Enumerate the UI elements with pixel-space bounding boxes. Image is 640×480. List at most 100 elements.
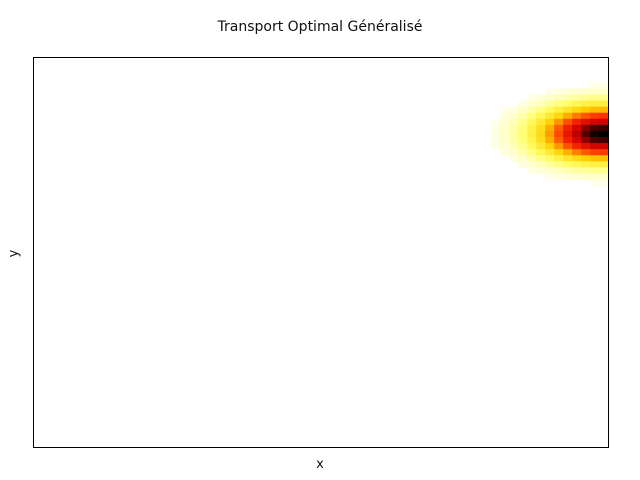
- heatmap-cell: [599, 118, 608, 126]
- heatmap-cell: [554, 173, 564, 181]
- heatmap-cell: [581, 100, 591, 108]
- heatmap-cell: [554, 118, 564, 126]
- heatmap-cell: [500, 118, 510, 126]
- heatmap-cell: [563, 137, 573, 144]
- heatmap-cell: [527, 124, 537, 132]
- heatmap-cell: [590, 161, 600, 169]
- heatmap-cell: [572, 112, 582, 120]
- heatmap-cell: [554, 130, 564, 138]
- heatmap-cell: [554, 88, 564, 96]
- heatmap-cell: [563, 167, 573, 175]
- heatmap-cell: [527, 149, 537, 156]
- heatmap-cell: [518, 124, 528, 132]
- heatmap-cell: [500, 143, 510, 150]
- heatmap-cell: [545, 130, 555, 138]
- heatmap-cell: [563, 124, 573, 132]
- heatmap-cell: [554, 100, 564, 108]
- heatmap-cell: [581, 106, 591, 114]
- heatmap-cell: [581, 137, 591, 144]
- heatmap-cell: [581, 88, 591, 96]
- heatmap-cell: [491, 130, 501, 138]
- heatmap-cell: [590, 167, 600, 175]
- heatmap-cell: [599, 173, 608, 181]
- heatmap-cell: [554, 112, 564, 120]
- heatmap-cell: [599, 143, 608, 150]
- heatmap-cell: [491, 124, 501, 132]
- heatmap-cell: [590, 94, 600, 102]
- heatmap-cell: [563, 161, 573, 169]
- heatmap-cell: [527, 100, 537, 108]
- heatmap-cell: [545, 143, 555, 150]
- plot-area: [33, 57, 609, 448]
- heatmap-cell: [581, 94, 591, 102]
- heatmap-cell: [509, 118, 519, 126]
- heatmap-cell: [545, 124, 555, 132]
- heatmap-cell: [581, 173, 591, 181]
- heatmap-cell: [536, 100, 546, 108]
- heatmap-cell: [563, 143, 573, 150]
- heatmap-cell: [545, 118, 555, 126]
- heatmap-cell: [527, 155, 537, 162]
- heatmap-cell: [572, 167, 582, 175]
- heatmap-cell: [509, 149, 519, 156]
- heatmap-cell: [563, 106, 573, 114]
- heatmap-cell: [581, 143, 591, 150]
- heatmap-svg: [34, 58, 608, 447]
- heatmap-cell: [500, 124, 510, 132]
- heatmap-cell: [536, 94, 546, 102]
- heatmap-cell: [590, 143, 600, 150]
- heatmap-cell: [518, 118, 528, 126]
- heatmap-cell: [554, 106, 564, 114]
- heatmap-cell: [545, 106, 555, 114]
- heatmap-cell: [500, 106, 510, 114]
- heatmap-cell: [518, 143, 528, 150]
- heatmap-cell: [581, 112, 591, 120]
- heatmap-cell: [509, 155, 519, 162]
- heatmap-cell: [500, 149, 510, 156]
- heatmap-cell: [563, 100, 573, 108]
- heatmap-cell: [581, 161, 591, 169]
- heatmap-cell: [572, 173, 582, 181]
- heatmap-cell: [599, 82, 608, 89]
- heatmap-cell: [599, 100, 608, 108]
- heatmap-cell: [545, 161, 555, 169]
- heatmap-cell: [491, 137, 501, 144]
- heatmap-cell: [599, 106, 608, 114]
- heatmap-cell: [500, 137, 510, 144]
- heatmap-cell: [563, 173, 573, 181]
- heatmap-cell: [590, 173, 600, 181]
- heatmap-cell: [572, 106, 582, 114]
- heatmap-cell: [536, 118, 546, 126]
- heatmap-cell: [518, 100, 528, 108]
- heatmap-cell: [554, 155, 564, 162]
- heatmap-cell: [581, 167, 591, 175]
- heatmap-cell: [527, 167, 537, 175]
- heatmap-cell: [545, 88, 555, 96]
- heatmap-cell: [545, 173, 555, 181]
- heatmap-cell: [518, 155, 528, 162]
- heatmap-cell: [518, 161, 528, 169]
- heatmap-cell: [536, 161, 546, 169]
- heatmap-cell: [563, 94, 573, 102]
- heatmap-cell: [590, 155, 600, 162]
- heatmap-cell: [599, 167, 608, 175]
- heatmap-cell: [491, 143, 501, 150]
- heatmap-cell: [563, 88, 573, 96]
- heatmap-cell: [554, 149, 564, 156]
- heatmap-cell: [536, 112, 546, 120]
- heatmap-cell: [527, 112, 537, 120]
- heatmap-cell: [590, 112, 600, 120]
- heatmap-cell: [581, 124, 591, 132]
- heatmap-cell: [599, 88, 608, 96]
- heatmap-cell: [554, 161, 564, 169]
- heatmap-cell: [572, 155, 582, 162]
- heatmap-cell: [554, 143, 564, 150]
- heatmap-cell: [509, 112, 519, 120]
- heatmap-cell: [590, 179, 600, 187]
- heatmap-cell: [599, 124, 608, 132]
- heatmap-cell: [599, 179, 608, 187]
- heatmap-cell: [572, 137, 582, 144]
- heatmap-cell: [536, 124, 546, 132]
- heatmap-cell: [545, 112, 555, 120]
